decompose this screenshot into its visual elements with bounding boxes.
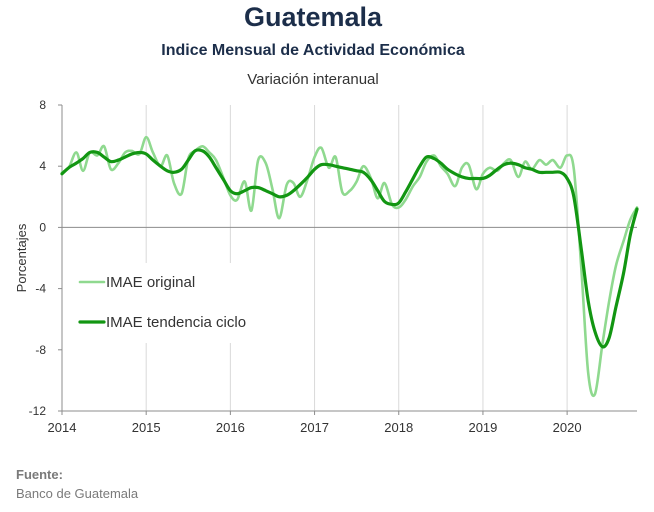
y-tick-label: -4: [35, 282, 46, 296]
x-tick-label: 2014: [48, 420, 77, 435]
source-label: Fuente:: [16, 467, 63, 482]
y-tick-label: -12: [29, 404, 47, 418]
x-tick-label: 2020: [553, 420, 582, 435]
chart-subtitle-secondary: Variación interanual: [247, 71, 379, 88]
chart-canvas: -12 -8 -4 0 4 8 2014 2015 2016 2017 2018 2019 2020 I…: [14, 98, 639, 435]
x-tick-label: 2017: [300, 420, 329, 435]
legend-background: [76, 263, 290, 343]
series-lines: [60, 135, 639, 398]
legend-label: IMAE tendencia ciclo: [106, 314, 246, 331]
chart-title: Guatemala: [243, 2, 383, 32]
y-tick-label: 4: [39, 159, 46, 173]
x-tick-label: 2019: [468, 420, 497, 435]
legend-label: IMAE original: [106, 274, 195, 291]
y-tick-label: 8: [39, 98, 46, 112]
x-tick-label: 2018: [384, 420, 413, 435]
y-axis-label: Porcentajes: [14, 223, 29, 292]
source-text: Banco de Guatemala: [16, 486, 139, 501]
grid-lines: [61, 105, 568, 411]
chart-subtitle: Indice Mensual de Actividad Económica: [161, 42, 465, 59]
x-tick-label: 2015: [132, 420, 161, 435]
x-tick-label: 2016: [216, 420, 245, 435]
y-tick-label: -8: [35, 343, 46, 357]
series-line-imae-tendencia-ciclo: [60, 148, 639, 349]
legend: IMAE original IMAE tendencia ciclo: [76, 263, 290, 343]
tick-labels: -12 -8 -4 0 4 8 2014 2015 2016 2017 2018 2019 2020: [29, 98, 582, 435]
y-tick-label: 0: [39, 220, 46, 234]
axes: [58, 104, 637, 415]
